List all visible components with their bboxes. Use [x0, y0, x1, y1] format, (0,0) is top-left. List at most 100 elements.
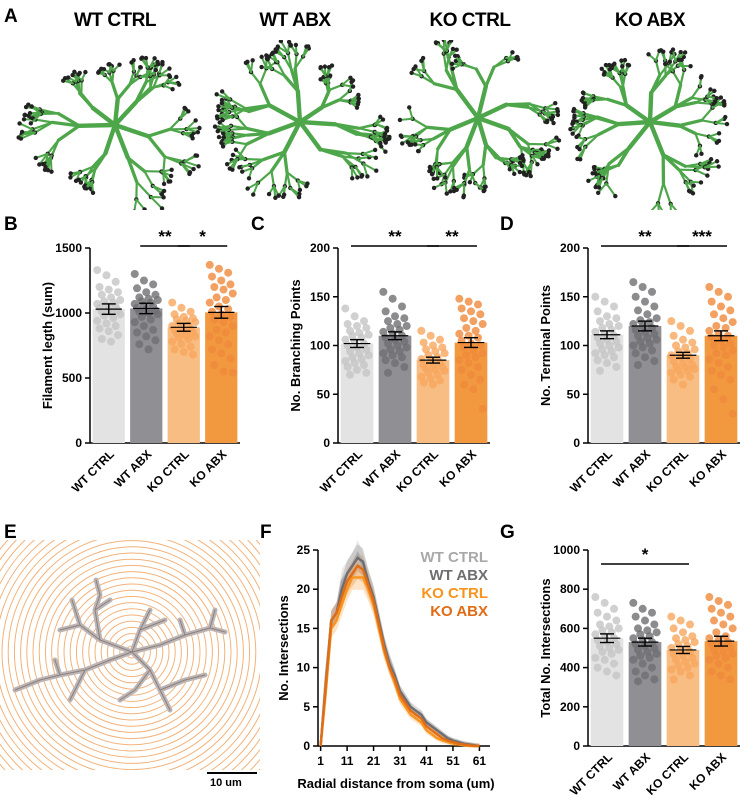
process-tip [462, 172, 467, 178]
data-point [100, 311, 109, 320]
cell-process [468, 168, 477, 185]
x-tick-label: KO ABX [687, 750, 730, 793]
cell-process [583, 133, 600, 141]
data-point [153, 296, 162, 304]
process-tip [607, 67, 613, 72]
significance-label: ** [445, 230, 459, 246]
process-tip [365, 174, 370, 179]
process-tip [266, 54, 272, 59]
data-point [476, 341, 485, 350]
data-point [97, 290, 106, 299]
cell-process [337, 89, 351, 102]
cell-process [50, 120, 81, 128]
process-tip [68, 175, 73, 180]
data-point [591, 292, 600, 301]
process-tip [679, 57, 684, 63]
y-tick-label: 0 [303, 739, 310, 753]
data-point [464, 297, 473, 306]
process-tip [383, 149, 388, 154]
y-tick-label: 800 [560, 582, 580, 596]
process-tip [219, 140, 224, 146]
data-point [719, 395, 728, 404]
data-point [631, 292, 640, 301]
cell-process [357, 132, 378, 136]
data-point [631, 612, 640, 621]
data-point [641, 671, 649, 680]
process-tip [99, 66, 104, 72]
significance-label: ** [638, 230, 652, 246]
data-point [610, 302, 619, 311]
data-point [402, 343, 411, 352]
cell-process [677, 118, 704, 128]
process-tip [397, 117, 403, 123]
panel-letter-f: F [260, 522, 272, 543]
process-tip [444, 191, 449, 196]
data-point [641, 297, 649, 306]
process-tip [718, 95, 724, 100]
process-tip [65, 75, 71, 80]
process-tip [714, 159, 720, 164]
data-point [705, 655, 714, 664]
data-point [111, 277, 120, 286]
data-point [650, 675, 659, 684]
data-point [707, 604, 716, 613]
data-point [686, 372, 695, 381]
data-point [93, 316, 102, 325]
data-point [440, 366, 449, 375]
cell-process [293, 66, 300, 93]
data-point [93, 266, 102, 275]
data-point [591, 593, 600, 602]
process-tip [166, 73, 172, 78]
data-point [612, 362, 621, 371]
process-tip [553, 101, 558, 106]
data-point [191, 332, 200, 341]
process-tip [17, 121, 22, 126]
data-point [436, 376, 445, 385]
cell-process [116, 83, 131, 101]
cell-process [17, 128, 34, 139]
cell-process [582, 112, 599, 119]
process-tip [481, 188, 486, 194]
data-point [667, 317, 676, 326]
data-point [388, 294, 397, 303]
data-point [186, 307, 195, 316]
data-point [345, 370, 354, 379]
data-point [455, 329, 464, 338]
process-tip [378, 114, 383, 120]
data-point [645, 653, 654, 662]
cell-process [258, 82, 272, 108]
data-point [398, 353, 407, 362]
cell-process [282, 150, 289, 175]
cell-process [341, 155, 353, 169]
cell-process [465, 145, 472, 171]
process-tip [28, 121, 34, 126]
data-point [638, 343, 647, 352]
sholl-analysis-illustration [0, 540, 260, 770]
cell-process [464, 115, 481, 150]
data-point [591, 349, 600, 358]
data-point [712, 349, 721, 358]
data-point [471, 353, 480, 362]
data-point [724, 362, 733, 371]
process-tip [382, 131, 388, 137]
process-tip [555, 106, 560, 112]
y-tick-label: 50 [567, 387, 581, 401]
data-point [476, 375, 485, 384]
data-point [478, 404, 487, 413]
microglia-cell [212, 40, 392, 201]
data-point [102, 271, 111, 280]
process-tip [297, 187, 303, 193]
cell-process [146, 127, 172, 138]
cell-title-ko-abx: KO ABX [614, 10, 686, 31]
data-point [462, 351, 471, 360]
process-tip [273, 195, 278, 201]
cell-process [677, 123, 698, 136]
y-tick-label: 600 [560, 621, 580, 635]
process-tip [413, 64, 418, 69]
data-point [667, 665, 676, 674]
process-tip [354, 105, 360, 110]
cell-process [484, 142, 501, 160]
data-point [205, 332, 214, 341]
cell-process [76, 122, 118, 129]
data-point [104, 327, 113, 336]
